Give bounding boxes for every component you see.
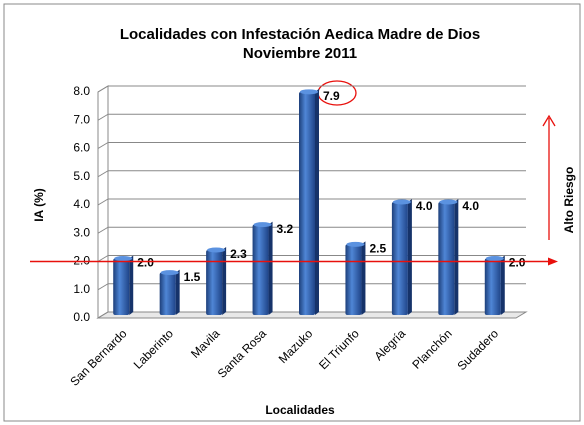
bar-top: [207, 247, 226, 253]
grid-side: [97, 255, 109, 262]
y-tick-label: 1.0: [73, 282, 90, 296]
bar: [299, 91, 315, 315]
data-label: 2.5: [369, 242, 386, 256]
grid-side: [97, 311, 109, 319]
bar-side: [407, 199, 412, 315]
grid-side: [97, 85, 109, 93]
reference-arrowhead: [548, 257, 558, 266]
bar: [206, 250, 223, 315]
bar: [252, 224, 269, 315]
data-label: 2.0: [509, 256, 526, 270]
bar: [484, 258, 501, 315]
data-label: 2.0: [137, 256, 154, 270]
data-label: 7.9: [323, 89, 340, 103]
bar-side: [315, 88, 319, 315]
bar-top: [114, 256, 133, 261]
y-tick-label: 4.0: [73, 197, 90, 211]
bar-top: [439, 199, 458, 205]
y-tick-label: 5.0: [73, 169, 90, 183]
x-axis-title: Localidades: [265, 403, 335, 417]
data-label: 1.5: [184, 270, 201, 284]
bar-top: [253, 222, 272, 228]
bar-side: [175, 269, 180, 315]
bar-side: [222, 247, 227, 315]
bar: [438, 202, 455, 315]
bar: [391, 202, 408, 315]
bar-top: [392, 199, 411, 205]
grid-side: [97, 142, 109, 149]
bar-top: [485, 256, 504, 261]
bar: [113, 258, 130, 315]
reference-label: Alto Riesgo: [562, 167, 576, 234]
y-tick-label: 2.0: [73, 254, 90, 268]
chart-subtitle: Noviembre 2011: [243, 45, 357, 62]
y-tick-label: 8.0: [73, 84, 90, 98]
bar-top: [300, 89, 318, 95]
bar-side: [129, 255, 134, 315]
bar-side: [454, 199, 459, 315]
bar-side: [361, 241, 366, 315]
bar: [159, 272, 176, 315]
y-tick-label: 7.0: [73, 112, 90, 126]
bar-top: [160, 270, 179, 276]
bar-side: [268, 221, 273, 315]
data-label: 4.0: [416, 199, 433, 213]
bar-side: [500, 255, 505, 315]
data-label: 4.0: [462, 199, 479, 213]
grid-side: [97, 113, 109, 121]
y-tick-label: 3.0: [73, 225, 90, 239]
bar-top: [346, 241, 365, 247]
grid-side: [97, 170, 109, 178]
grid-side: [97, 198, 109, 206]
chart-title: Localidades con Infestación Aedica Madre…: [120, 26, 480, 43]
data-label: 2.3: [230, 247, 247, 261]
risk-arrowhead: [542, 114, 556, 127]
data-label: 3.2: [277, 222, 294, 236]
grid-side: [97, 283, 109, 291]
y-tick-label: 6.0: [73, 141, 90, 155]
y-axis-title: IA (%): [32, 188, 46, 222]
bar: [345, 244, 362, 315]
y-tick-label: 0.0: [73, 310, 90, 324]
grid-side: [97, 226, 109, 234]
